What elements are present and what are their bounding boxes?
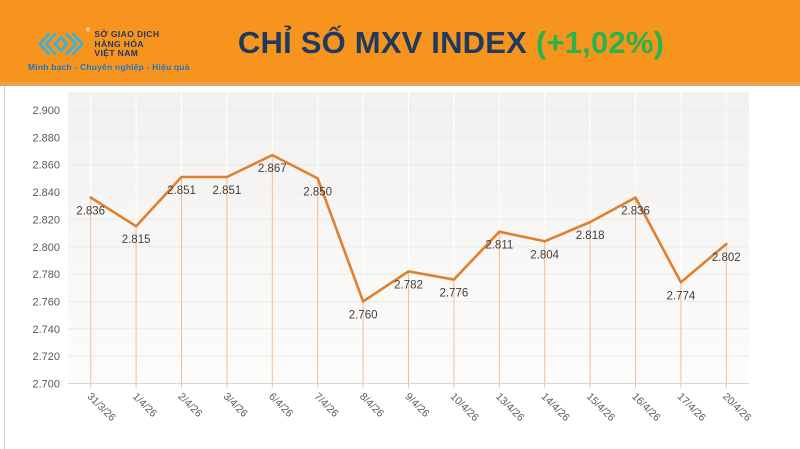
logo-org-line-3: VIỆT NAM (94, 48, 139, 58)
logo-wave-icon (38, 32, 84, 56)
point-label: 2.850 (303, 186, 332, 198)
x-axis-label: 2/4/26 (175, 391, 204, 420)
x-axis-label: 20/4/26 (720, 391, 753, 424)
logo-org-line-2: HÀNG HÓA (94, 38, 144, 49)
y-axis-label: 2.840 (32, 187, 60, 199)
logo-tagline: Minh bạch - Chuyên nghiệp - Hiệu quả (28, 62, 190, 72)
point-label: 2.836 (621, 206, 650, 218)
y-axis-label: 2.740 (32, 324, 60, 336)
trademark-symbol: ® (86, 28, 91, 34)
slide-edge-line (4, 86, 5, 449)
y-axis-label: 2.820 (32, 214, 60, 226)
point-label: 2.851 (167, 185, 196, 197)
y-axis-label: 2.900 (32, 105, 60, 117)
y-axis-label: 2.700 (32, 379, 60, 391)
x-axis-label: 14/4/26 (539, 391, 572, 424)
point-label: 2.867 (258, 163, 287, 175)
x-axis-label: 31/3/26 (85, 391, 118, 424)
x-axis-label: 13/4/26 (493, 391, 526, 424)
x-axis-label: 17/4/26 (675, 391, 708, 424)
point-label: 2.818 (576, 230, 605, 242)
x-axis-label: 7/4/26 (312, 391, 341, 420)
y-axis-label: 2.880 (32, 132, 60, 144)
y-axis-label: 2.860 (32, 160, 60, 172)
x-axis-label: 3/4/26 (221, 391, 250, 420)
header-band: ® SỞ GIAO DỊCH HÀNG HÓA VIỆT NAM Minh bạ… (0, 0, 800, 86)
x-axis-label: 16/4/26 (629, 391, 662, 424)
logo-org-line-1: SỞ GIAO DỊCH (94, 29, 160, 39)
index-line (89, 153, 728, 303)
point-label: 2.802 (712, 252, 741, 264)
y-axis-label: 2.760 (32, 296, 60, 308)
x-axis-label: 9/4/26 (402, 391, 431, 420)
point-label: 2.804 (530, 249, 559, 261)
y-axis-label: 2.800 (32, 242, 60, 254)
page-title: CHỈ SỐ MXV INDEX (+1,02%) (102, 25, 800, 61)
y-axis-label: 2.780 (32, 269, 60, 281)
logo-org-name: SỞ GIAO DỊCH HÀNG HÓA VIỆT NAM (94, 29, 160, 59)
y-axis-label: 2.720 (32, 351, 60, 363)
point-label: 2.836 (76, 206, 105, 218)
title-change-badge: (+1,02%) (535, 25, 665, 60)
mxv-logo: ® SỞ GIAO DỊCH HÀNG HÓA VIỆT NAM (38, 28, 160, 59)
x-axis-label: 6/4/26 (266, 391, 295, 420)
point-label: 2.774 (667, 290, 696, 302)
point-label: 2.776 (440, 288, 469, 300)
title-text: CHỈ SỐ MXV INDEX (237, 25, 528, 60)
x-axis-label: 1/4/26 (130, 391, 159, 420)
x-axis-label: 15/4/26 (584, 391, 617, 424)
point-label: 2.815 (122, 234, 151, 246)
x-axis-label: 10/4/26 (448, 391, 481, 424)
point-label: 2.851 (213, 185, 242, 197)
point-label: 2.811 (485, 240, 513, 252)
point-label: 2.760 (349, 309, 378, 321)
x-axis-label: 8/4/26 (357, 391, 386, 420)
point-label: 2.782 (394, 279, 423, 291)
